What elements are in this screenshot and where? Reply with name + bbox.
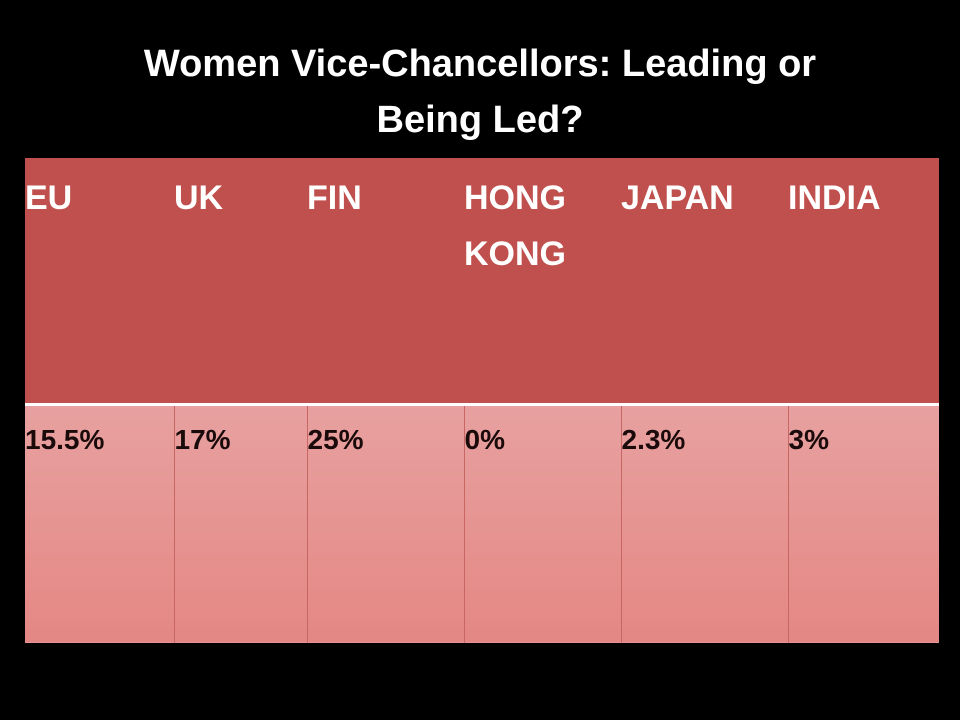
vice-chancellor-table: EU UK FIN HONG KONG JAPAN INDIA 15.5% 17… xyxy=(25,158,939,643)
header-cell-fin: FIN xyxy=(307,158,464,406)
header-label: EU xyxy=(25,179,73,217)
value-cell-uk: 17% xyxy=(173,404,307,643)
header-label: FIN xyxy=(307,179,362,217)
value-cell-eu: 15.5% xyxy=(25,404,174,643)
value-cell-india: 3% xyxy=(787,404,939,643)
header-label: INDIA xyxy=(788,179,881,217)
header-label: JAPAN xyxy=(621,179,734,217)
header-label: UK xyxy=(174,179,224,217)
table-header-row: EU UK FIN HONG KONG JAPAN INDIA xyxy=(25,158,939,406)
header-label-line-2: KONG xyxy=(464,235,566,273)
slide-title-line-1: Women Vice-Chancellors: Leading or xyxy=(143,43,817,85)
header-cell-india: INDIA xyxy=(788,158,939,406)
table-value-row: 15.5% 17% 25% 0% 2.3% 3% xyxy=(25,404,939,643)
header-cell-eu: EU xyxy=(25,158,174,406)
slide-title: Women Vice-Chancellors: Leading or Being… xyxy=(80,36,880,148)
header-label: HONG xyxy=(464,179,566,217)
header-cell-japan: JAPAN xyxy=(621,158,788,406)
slide-title-line-2: Being Led? xyxy=(376,99,584,141)
value-cell-japan: 2.3% xyxy=(620,404,788,643)
header-cell-uk: UK xyxy=(174,158,307,406)
header-cell-hong-kong: HONG KONG xyxy=(464,158,621,406)
value-cell-fin: 25% xyxy=(306,404,464,643)
value-cell-hong-kong: 0% xyxy=(463,404,621,643)
